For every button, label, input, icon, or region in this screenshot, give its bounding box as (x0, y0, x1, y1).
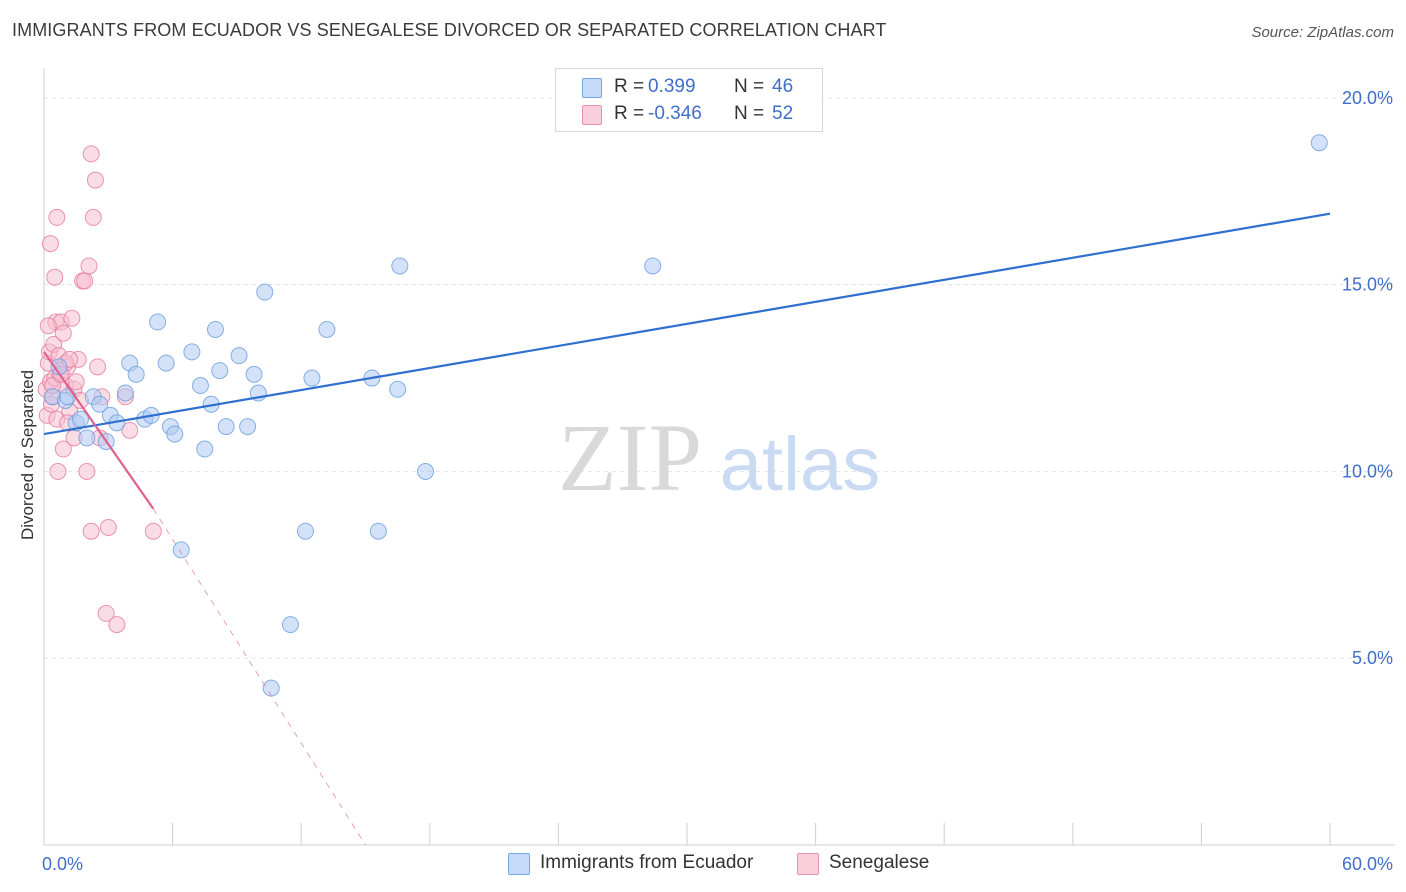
ecuador-point-38 (369, 522, 387, 540)
legend-row-senegalese: R = -0.346 N = 52 (556, 101, 822, 127)
trend-lines (43, 212, 1331, 846)
ecuador-point-42 (644, 257, 662, 275)
ecuador-point-41 (417, 462, 435, 480)
senegalese-point-32 (84, 208, 102, 226)
senegalese-point-43 (99, 518, 117, 536)
senegalese-point-15 (46, 268, 64, 286)
senegalese-point-18 (54, 324, 72, 342)
senegalese-trend-extension (152, 508, 366, 846)
ecuador-point-14 (127, 365, 145, 383)
senegalese-point-11 (49, 462, 67, 480)
senegalese-point-22 (63, 309, 81, 327)
ecuador-point-43 (262, 679, 280, 697)
series-swatch-ecuador (508, 853, 530, 875)
watermark-atlas: atlas (720, 422, 881, 507)
source-credit: Source: ZipAtlas.com (1251, 24, 1394, 41)
ecuador-point-45 (1310, 134, 1328, 152)
senegalese-point-14 (41, 235, 59, 253)
x-tick-label-1: 60.0% (1342, 854, 1393, 874)
ecuador-point-33 (281, 616, 299, 634)
ecuador-point-26 (211, 362, 229, 380)
legend-n-label: N = (734, 103, 765, 124)
ecuador-point-23 (196, 440, 214, 458)
senegalese-point-37 (54, 440, 72, 458)
ecuador-point-34 (296, 522, 314, 540)
legend-n-label: N = (734, 76, 765, 97)
legend-r-label: R = (614, 76, 645, 97)
senegalese-point-45 (121, 421, 139, 439)
series-swatch-senegalese (797, 853, 819, 875)
ecuador-point-40 (391, 257, 409, 275)
ecuador-point-8 (91, 395, 109, 413)
ecuador-point-29 (239, 418, 257, 436)
y-tick-label-2: 15.0% (1342, 275, 1393, 295)
y-tick-label-1: 10.0% (1342, 461, 1393, 481)
ecuador-points (44, 134, 1328, 697)
ecuador-point-25 (206, 320, 224, 338)
ecuador-point-35 (303, 369, 321, 387)
ecuador-point-22 (191, 377, 209, 395)
ecuador-point-21 (183, 343, 201, 361)
chart-title: IMMIGRANTS FROM ECUADOR VS SENEGALESE DI… (12, 20, 887, 40)
correlation-legend: R = 0.399 N = 46 R = -0.346 N = 52 (555, 68, 823, 132)
legend-r-value-ecuador: 0.399 (648, 76, 696, 97)
watermark-zip: ZIP (558, 404, 702, 511)
series-label-ecuador: Immigrants from Ecuador (540, 852, 754, 873)
senegalese-point-30 (80, 257, 98, 275)
senegalese-point-33 (86, 171, 104, 189)
senegalese-point-48 (108, 616, 126, 634)
ecuador-point-3 (59, 388, 77, 406)
ecuador-point-30 (245, 365, 263, 383)
ecuador-point-32 (256, 283, 274, 301)
ecuador-point-18 (157, 354, 175, 372)
senegalese-point-16 (48, 208, 66, 226)
series-label-senegalese: Senegalese (829, 852, 930, 873)
senegalese-point-42 (82, 522, 100, 540)
ecuador-point-27 (217, 418, 235, 436)
legend-r-label: R = (614, 103, 645, 124)
ecuador-point-39 (389, 380, 407, 398)
legend-r-value-senegalese: -0.346 (648, 103, 702, 124)
tick-labels: 5.0% 10.0% 15.0% 20.0% 0.0% 60.0% (42, 88, 1393, 874)
senegalese-point-31 (82, 145, 100, 163)
y-tick-label-0: 5.0% (1352, 648, 1393, 668)
legend-n-value-ecuador: 46 (772, 76, 794, 97)
ecuador-point-6 (78, 429, 96, 447)
x-tick-label-0: 0.0% (42, 854, 83, 874)
ecuador-point-28 (230, 347, 248, 365)
legend-n-value-senegalese: 52 (772, 103, 794, 124)
senegalese-trend-line (43, 351, 155, 510)
legend-row-ecuador: R = 0.399 N = 46 (556, 74, 822, 100)
legend-swatch-ecuador (582, 78, 602, 98)
ecuador-point-12 (116, 384, 134, 402)
senegalese-point-29 (78, 462, 96, 480)
legend-swatch-senegalese (582, 105, 602, 125)
axes (43, 68, 1395, 846)
ecuador-point-17 (149, 313, 167, 331)
senegalese-point-34 (89, 358, 107, 376)
senegalese-point-24 (67, 373, 85, 391)
ecuador-point-44 (172, 541, 190, 559)
ecuador-point-36 (318, 320, 336, 338)
senegalese-point-28 (76, 272, 94, 290)
y-tick-label-3: 20.0% (1342, 88, 1393, 108)
senegalese-point-49 (39, 317, 57, 335)
ecuador-point-20 (166, 425, 184, 443)
ecuador-trend-line (43, 212, 1331, 436)
senegalese-point-47 (97, 604, 115, 622)
senegalese-point-46 (144, 522, 162, 540)
